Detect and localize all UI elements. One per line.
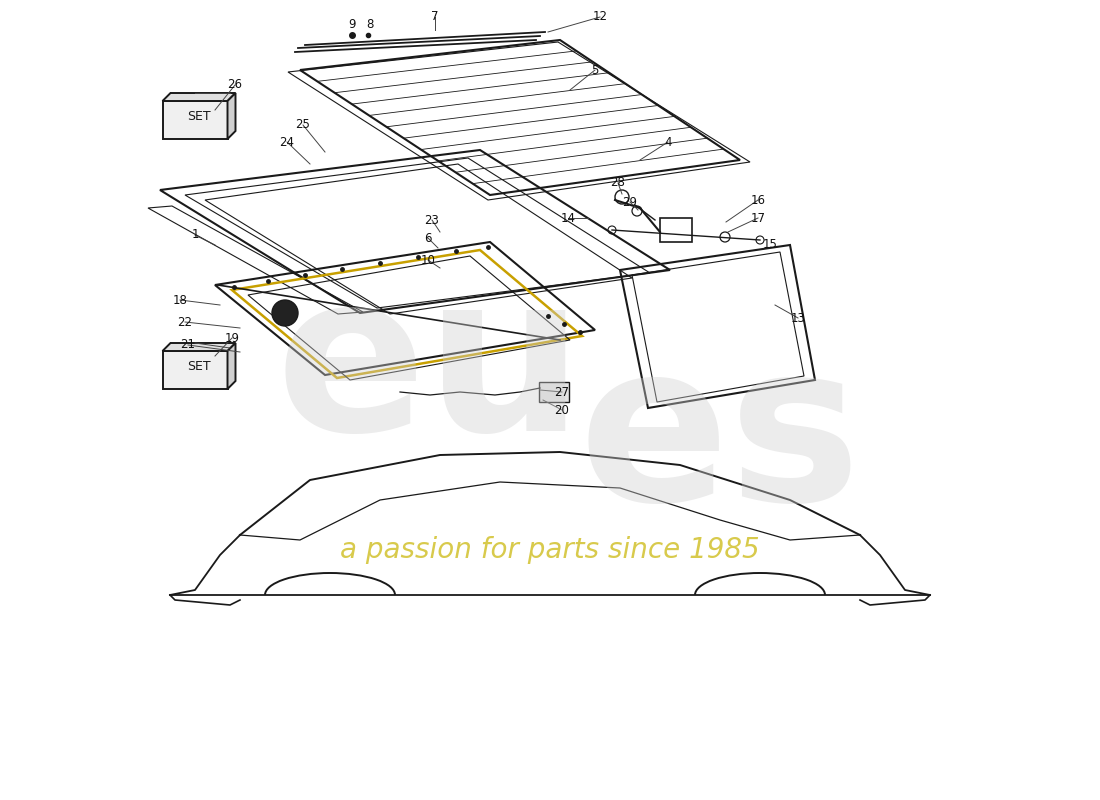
- Text: 19: 19: [224, 331, 240, 345]
- Polygon shape: [228, 93, 235, 139]
- Polygon shape: [228, 343, 235, 389]
- Text: 24: 24: [279, 135, 295, 149]
- Text: 25: 25: [296, 118, 310, 131]
- Text: es: es: [579, 333, 861, 547]
- Text: 16: 16: [750, 194, 766, 206]
- Polygon shape: [163, 343, 235, 351]
- Text: 21: 21: [180, 338, 196, 351]
- Text: 26: 26: [228, 78, 242, 91]
- Text: 23: 23: [425, 214, 439, 226]
- Text: 6: 6: [425, 231, 431, 245]
- Text: 18: 18: [173, 294, 187, 306]
- Text: 4: 4: [664, 135, 672, 149]
- Text: 20: 20: [554, 403, 570, 417]
- Text: 29: 29: [623, 195, 638, 209]
- Text: 9: 9: [349, 18, 355, 31]
- Text: SET: SET: [187, 110, 211, 122]
- FancyBboxPatch shape: [163, 101, 228, 139]
- Text: 27: 27: [554, 386, 570, 398]
- Text: 8: 8: [366, 18, 374, 31]
- Text: SET: SET: [187, 359, 211, 373]
- Text: 22: 22: [177, 315, 192, 329]
- FancyBboxPatch shape: [163, 351, 228, 389]
- Text: 5: 5: [592, 63, 598, 77]
- Text: a passion for parts since 1985: a passion for parts since 1985: [340, 536, 760, 564]
- Circle shape: [272, 300, 298, 326]
- Text: 7: 7: [431, 10, 439, 23]
- Text: 17: 17: [750, 211, 766, 225]
- Text: 13: 13: [791, 311, 805, 325]
- Text: 12: 12: [593, 10, 607, 23]
- Polygon shape: [163, 93, 235, 101]
- FancyBboxPatch shape: [539, 382, 569, 402]
- Text: 28: 28: [610, 177, 626, 190]
- Text: eu: eu: [276, 263, 584, 477]
- Text: 1: 1: [191, 229, 199, 242]
- Text: 15: 15: [762, 238, 778, 251]
- Text: 14: 14: [561, 211, 575, 225]
- Text: 10: 10: [420, 254, 436, 266]
